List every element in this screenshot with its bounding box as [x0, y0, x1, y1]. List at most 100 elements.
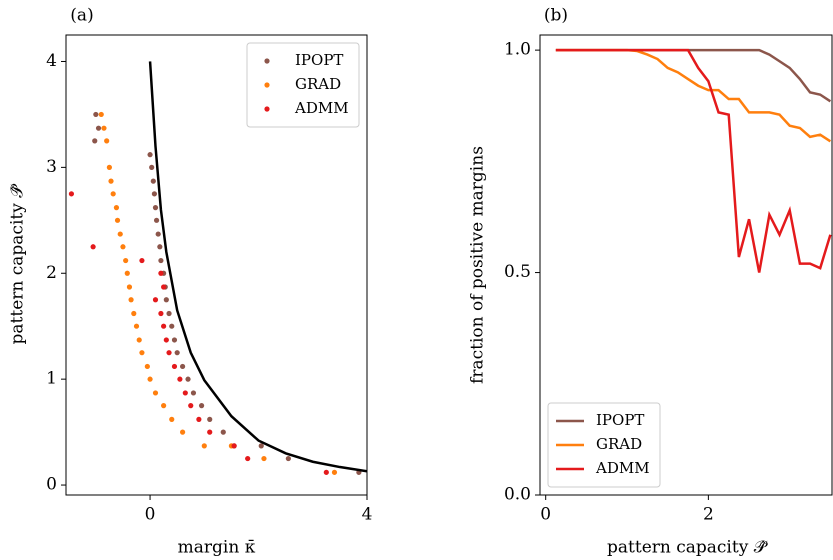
legend: IPOPT GRAD ADMM: [547, 402, 661, 488]
point: [182, 390, 188, 396]
point: [180, 429, 186, 435]
panel-label: (a): [70, 6, 93, 26]
point: [149, 164, 155, 170]
point: [163, 337, 169, 343]
point: [124, 270, 130, 276]
x-axis-label: margin κ̄: [178, 538, 256, 558]
point: [177, 376, 183, 382]
panel: (b) pattern capacity 𝒫̂ fraction of positi…: [468, 6, 833, 558]
panel: (a) margin κ̄ pattern capacity 𝒫̂ 0 4 0 1 2 3 4 IP…: [8, 6, 373, 558]
point: [166, 350, 172, 356]
point: [158, 310, 164, 317]
point: [113, 205, 120, 211]
y-tick-label: 0: [46, 475, 57, 495]
point: [152, 297, 159, 303]
point: [92, 138, 98, 144]
point: [152, 205, 159, 211]
point: [201, 443, 207, 449]
x-tick-label: 0: [145, 505, 156, 525]
point: [104, 138, 110, 144]
legend-label: ADMM: [294, 99, 349, 117]
point: [110, 191, 116, 197]
legend-marker: [264, 82, 270, 88]
point: [68, 191, 75, 197]
point: [207, 416, 213, 422]
point: [147, 152, 153, 158]
y-tick-label: 4: [46, 51, 57, 71]
point: [258, 443, 264, 449]
point: [139, 257, 145, 264]
y-axis-label: fraction of positive margins: [468, 146, 488, 384]
point: [171, 363, 178, 370]
point: [166, 310, 172, 317]
point: [153, 217, 160, 223]
legend-label: GRAD: [596, 435, 642, 453]
point: [108, 178, 114, 184]
point: [120, 244, 126, 250]
legend-marker: [264, 106, 270, 112]
point: [174, 350, 180, 356]
point: [123, 257, 129, 264]
legend-box: [246, 42, 360, 128]
legend-label: IPOPT: [295, 51, 343, 69]
x-axis-label: pattern capacity 𝒫̂: [607, 538, 768, 558]
point: [128, 297, 134, 303]
line: [148, 61, 367, 473]
point: [331, 469, 338, 475]
axes-frame: [539, 34, 833, 496]
point: [136, 337, 142, 343]
legend-box: [547, 402, 661, 488]
legend-marker: [264, 58, 270, 64]
point: [180, 363, 186, 370]
point: [169, 323, 175, 329]
point: [161, 284, 167, 290]
point: [147, 376, 153, 382]
point: [126, 284, 133, 290]
legend-label: IPOPT: [596, 411, 644, 429]
point: [169, 416, 175, 422]
y-tick-label: 0.0: [504, 485, 531, 505]
point: [158, 270, 164, 276]
point: [196, 416, 202, 422]
panel-label: (b): [544, 6, 568, 26]
point: [163, 297, 169, 303]
point: [161, 403, 167, 409]
point: [285, 455, 291, 462]
y-tick-label: 0.5: [504, 262, 531, 282]
point: [157, 244, 163, 250]
point: [93, 111, 99, 118]
point: [131, 310, 137, 317]
point: [98, 111, 104, 118]
point: [158, 257, 164, 264]
point: [245, 455, 251, 462]
plot-area: [555, 48, 832, 273]
point: [106, 164, 112, 170]
point: [161, 323, 167, 329]
x-tick-label: 4: [362, 505, 373, 525]
point: [231, 443, 237, 449]
plot-area: [68, 61, 367, 475]
point: [323, 469, 329, 475]
x-tick-label: 2: [703, 505, 714, 525]
point: [95, 125, 102, 131]
point: [144, 363, 150, 370]
y-tick-label: 2: [46, 263, 57, 283]
point: [185, 376, 191, 382]
point: [190, 390, 197, 396]
point: [207, 429, 213, 435]
y-tick-label: 1: [46, 369, 57, 389]
point: [114, 217, 121, 223]
point: [139, 350, 145, 356]
y-axis-label: pattern capacity 𝒫̂: [8, 184, 28, 345]
x-tick-label: 0: [540, 505, 551, 525]
point: [220, 429, 226, 435]
point: [101, 125, 107, 131]
point: [171, 337, 178, 343]
point: [151, 191, 158, 197]
line: [555, 48, 832, 143]
point: [133, 323, 140, 329]
legend-label: ADMM: [595, 459, 650, 477]
line: [555, 48, 832, 273]
